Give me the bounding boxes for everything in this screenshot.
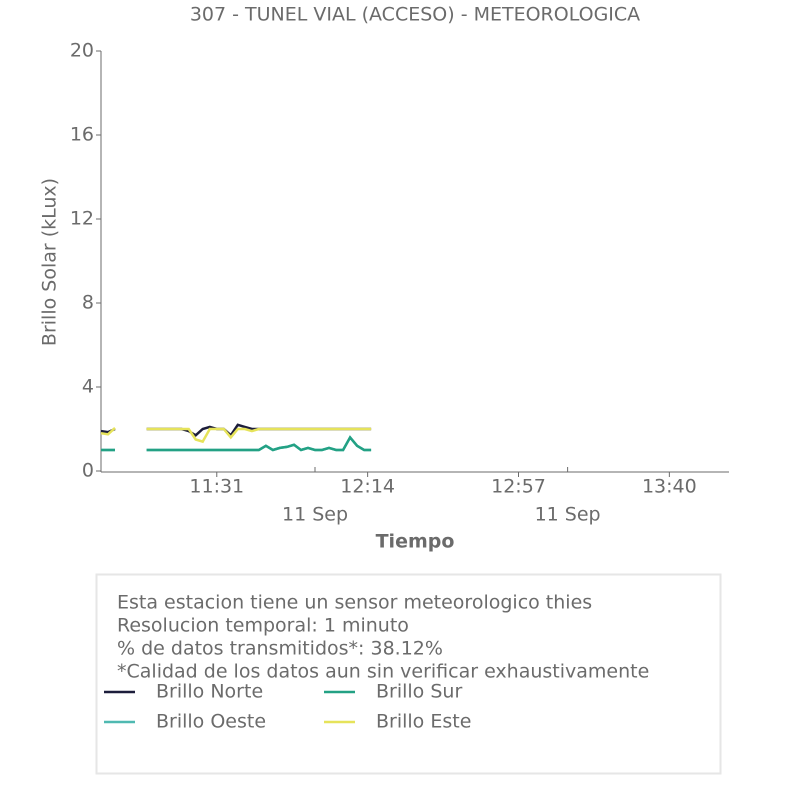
chart-title: 307 - TUNEL VIAL (ACCESO) - METEOROLOGIC… (190, 4, 640, 26)
legend-label: Brillo Oeste (156, 711, 266, 733)
note: Esta estacion tiene un sensor meteorolog… (117, 592, 592, 614)
x-axis-label: Tiempo (376, 531, 455, 553)
y-tick-label: 8 (82, 292, 94, 314)
x-tick-label: 13:40 (642, 476, 697, 498)
series-line (100, 426, 372, 444)
legend-label: Brillo Sur (376, 681, 462, 703)
date-tick-label: 11 Sep (535, 504, 601, 526)
series-line (101, 435, 372, 452)
note: Resolucion temporal: 1 minuto (117, 615, 409, 637)
y-tick-label: 16 (70, 124, 94, 146)
y-axis-label: Brillo Solar (kLux) (39, 178, 61, 346)
y-tick-label: 20 (70, 40, 94, 62)
x-tick-label: 11:31 (189, 476, 244, 498)
date-tick-label: 11 Sep (282, 504, 348, 526)
legend-label: Brillo Norte (156, 681, 263, 703)
x-tick-label: 12:57 (491, 476, 546, 498)
y-tick-label: 4 (82, 376, 94, 398)
y-tick-label: 12 (70, 208, 94, 230)
y-tick-label: 0 (82, 460, 94, 482)
legend-label: Brillo Este (376, 711, 471, 733)
note: *Calidad de los datos aun sin verificar … (117, 661, 649, 683)
note: % de datos transmitidos*: 38.12% (117, 638, 443, 660)
x-tick-label: 12:14 (340, 476, 395, 498)
legend-box (95, 573, 722, 775)
